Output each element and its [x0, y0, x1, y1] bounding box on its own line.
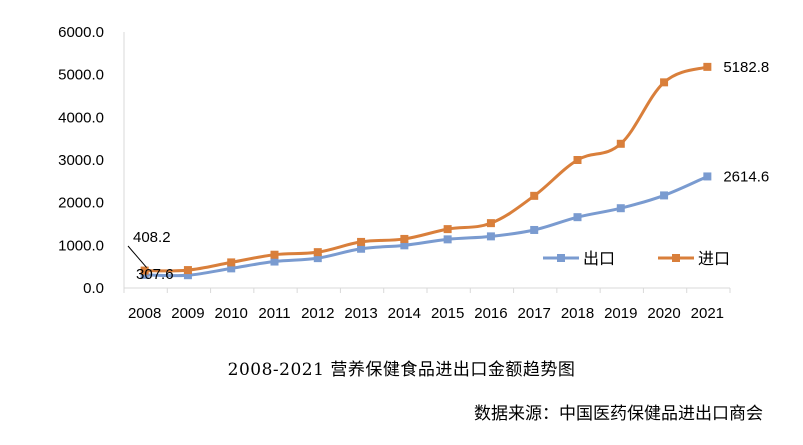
data-point-marker — [530, 191, 539, 200]
x-tick-label: 2008 — [128, 305, 161, 322]
x-tick-label: 2017 — [518, 305, 551, 322]
y-tick-label: 0.0 — [83, 280, 104, 297]
data-label: 5182.8 — [723, 59, 769, 76]
x-tick-label: 2018 — [561, 305, 594, 322]
legend-label: 进口 — [698, 249, 730, 268]
data-point-marker — [140, 270, 149, 279]
x-tick-label: 2016 — [474, 305, 507, 322]
data-point-marker — [357, 237, 366, 246]
x-tick-label: 2019 — [604, 305, 637, 322]
data-point-marker — [703, 62, 712, 71]
data-point-marker — [227, 258, 236, 267]
leader-line — [127, 245, 148, 268]
series-line-import — [144, 65, 708, 273]
x-tick-label: 2014 — [388, 305, 421, 322]
data-point-marker — [140, 266, 149, 275]
data-point-marker — [183, 271, 192, 280]
y-tick-label: 4000.0 — [58, 109, 104, 126]
data-point-marker — [270, 250, 279, 259]
data-point-marker — [660, 78, 669, 87]
x-tick-label: 2015 — [431, 305, 464, 322]
data-labels: 307.6 408.2 2614.6 5182.8 — [127, 59, 769, 283]
data-point-marker — [400, 234, 409, 243]
data-point-marker — [270, 257, 279, 266]
x-tick-label: 2010 — [215, 305, 248, 322]
axes: 0.0 1000.0 2000.0 3000.0 4000.0 5000.0 6000.0 2… — [58, 24, 731, 322]
data-point-marker — [227, 264, 236, 273]
data-point-marker — [486, 219, 495, 228]
data-point-marker — [573, 213, 582, 222]
data-point-marker — [616, 139, 625, 148]
y-tick-label: 3000.0 — [58, 152, 104, 169]
series-layer — [140, 62, 712, 280]
data-point-marker — [313, 254, 322, 263]
data-point-marker — [660, 191, 669, 200]
y-tick-label: 5000.0 — [58, 67, 104, 84]
x-tick-label: 2020 — [647, 305, 680, 322]
data-point-marker — [443, 235, 452, 244]
legend-marker — [672, 254, 680, 262]
y-tick-label: 2000.0 — [58, 195, 104, 212]
x-tick-label: 2011 — [258, 305, 290, 322]
data-point-marker — [703, 172, 712, 181]
y-tick-label: 6000.0 — [58, 24, 104, 41]
y-tick-label: 1000.0 — [58, 237, 104, 254]
data-point-marker — [573, 156, 582, 164]
x-tick-label: 2009 — [171, 305, 204, 322]
data-point-marker — [486, 232, 495, 241]
data-point-marker — [313, 248, 322, 257]
data-label: 2614.6 — [723, 168, 769, 185]
x-tick-label: 2021 — [691, 305, 724, 322]
data-label: 408.2 — [133, 229, 171, 246]
x-tick-label: 2013 — [344, 305, 377, 322]
legend-label: 出口 — [583, 249, 615, 268]
data-point-marker — [530, 225, 539, 234]
data-point-marker — [183, 266, 192, 275]
data-point-marker — [616, 204, 625, 213]
x-tick-label: 2012 — [301, 305, 334, 322]
data-label: 307.6 — [136, 266, 174, 283]
legend: 出口 进口 — [543, 249, 730, 268]
data-point-marker — [400, 241, 409, 250]
data-point-marker — [357, 244, 366, 253]
source-note: 数据来源：中国医药保健品进出口商会 — [474, 404, 763, 424]
data-point-marker — [443, 225, 452, 234]
legend-marker — [557, 254, 565, 262]
chart-title: 2008-2021 营养保健食品进出口金额趋势图 — [227, 360, 576, 380]
